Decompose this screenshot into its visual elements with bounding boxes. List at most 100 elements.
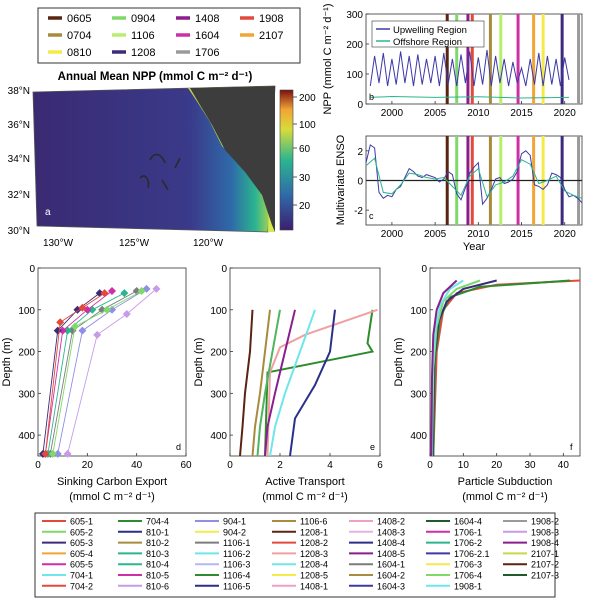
x-tick-label: 20 <box>82 460 94 471</box>
y-tick-label: 300 <box>18 389 35 400</box>
cruise-legend: 0605 0904 1408 1908 0704 1106 1604 2107 0810 1208… <box>37 7 301 64</box>
x-tick-label: 2005 <box>424 108 447 119</box>
cruise-legend-label: 1706 <box>195 47 219 59</box>
map-title: Annual Mean NPP (mmol C m⁻² d⁻¹) <box>58 71 253 83</box>
station-legend-label: 1604-1 <box>377 560 405 570</box>
map-colorbar <box>279 89 294 231</box>
x-tick-label: 30 <box>524 460 536 471</box>
x-axis-unit-label: (mmol C m⁻² d⁻¹) <box>462 491 548 503</box>
npp-series-line <box>370 95 570 99</box>
station-legend-label: 810-6 <box>146 581 169 591</box>
station-legend-label: 1908-2 <box>531 517 559 527</box>
station-legend-label: 1208-4 <box>300 560 328 570</box>
station-legend-label: 1106-5 <box>223 581 250 591</box>
map-panel-letter: a <box>45 207 51 218</box>
plot-area <box>229 267 381 457</box>
profile-line <box>269 309 316 457</box>
panel-letter: c <box>369 211 374 221</box>
profile-marker <box>78 326 87 335</box>
y-axis-label: Depth (m) <box>1 338 13 387</box>
station-legend-label: 2107-1 <box>531 549 559 559</box>
x-tick-label: 0 <box>427 460 433 471</box>
profile-marker <box>152 284 161 293</box>
x-axis-unit-label: (mmol C m⁻² d⁻¹) <box>69 491 155 503</box>
station-legend-label: 1604-4 <box>454 517 482 527</box>
station-legend-box <box>34 512 556 598</box>
map-lat-label: 34°N <box>8 154 30 165</box>
cruise-legend-label: 1604 <box>195 30 219 42</box>
station-legend-label: 1106-1 <box>223 538 250 548</box>
x-tick-label: 60 <box>180 460 192 471</box>
y-tick-label: 200 <box>18 348 35 359</box>
colorbar-tick-label: 100 <box>299 120 316 131</box>
panel-letter: b <box>369 92 374 102</box>
map-lon-labels: 130°W 125°W 120°W <box>43 238 224 249</box>
x-tick-label: 10 <box>458 460 470 471</box>
station-legend-label: 1408-4 <box>377 538 405 548</box>
y-tick-label: 0 <box>421 264 427 275</box>
station-legend-label: 1908-1 <box>454 581 482 591</box>
cruise-legend-label: 1208 <box>131 47 155 59</box>
map-colorbar-ticks: 200 100 60 30 20 <box>293 93 316 212</box>
x-tick-label: 0 <box>227 460 233 471</box>
y-tick-label: 300 <box>410 389 427 400</box>
profile-line <box>239 309 254 457</box>
station-legend-label: 810-1 <box>146 527 169 537</box>
station-legend-label: 1706-4 <box>454 571 482 581</box>
profile-line <box>266 308 378 457</box>
x-tick-label: 2020 <box>554 108 577 119</box>
profile-marker <box>78 303 87 312</box>
cruise-legend-box <box>37 7 301 64</box>
x-tick-label: 40 <box>558 460 570 471</box>
cruise-legend-label: 2107 <box>259 30 283 42</box>
profile-marker <box>48 449 57 458</box>
map-lon-label: 130°W <box>43 238 74 249</box>
panel-letter: d <box>176 442 181 452</box>
enso-series-line <box>365 157 583 199</box>
x-tick-label: 2010 <box>467 108 490 119</box>
npp-legend-box <box>371 20 485 48</box>
npp-legend-label: Upwelling Region <box>393 25 467 36</box>
station-legend-label: 810-5 <box>146 571 169 581</box>
x-axis-unit-label: (mmol C m⁻² d⁻¹) <box>262 491 348 503</box>
x-tick-label: 2000 <box>381 229 404 240</box>
station-legend-label: 1408-3 <box>377 527 405 537</box>
map-lat-labels: 38°N 36°N 34°N 32°N 30°N <box>8 86 30 237</box>
station-legend-label: 1208-2 <box>300 538 328 548</box>
map-lat-label: 30°N <box>8 226 30 237</box>
profile-marker <box>103 305 112 314</box>
station-legend-label: 1706-2.1 <box>454 549 490 559</box>
profile-marker <box>100 289 109 298</box>
station-legend-label: 605-1 <box>70 517 93 527</box>
station-legend-label: 1106-2 <box>223 549 250 559</box>
x-tick-label: 6 <box>377 460 383 471</box>
profile-line <box>289 309 336 457</box>
y-tick-label: 300 <box>210 389 227 400</box>
profile-line <box>430 279 458 457</box>
y-axis-label: NPP (mmol C m⁻² d⁻¹) <box>322 3 334 114</box>
profile-marker <box>63 449 72 458</box>
station-legend-label: 1706-3 <box>454 560 482 570</box>
station-legend-label: 2107-2 <box>531 560 559 570</box>
colorbar-tick-label: 200 <box>299 93 316 104</box>
enso-timeseries-panel: 2000 2005 2010 2015 2020 -2 0 2 c Multivariate EN… <box>335 134 583 253</box>
station-legend-label: 605-2 <box>70 527 93 537</box>
profile-line <box>44 292 105 454</box>
profile-line <box>42 292 100 454</box>
station-legend-label: 704-1 <box>70 571 93 581</box>
profile-marker <box>56 318 65 327</box>
station-legend-label: 1106-4 <box>223 571 250 581</box>
panel-letter: e <box>370 442 375 452</box>
y-tick-label: 0 <box>29 264 35 275</box>
y-tick-label: 200 <box>410 348 427 359</box>
x-axis-label: Sinking Carbon Export <box>57 476 167 488</box>
profile-line <box>52 290 142 454</box>
station-legend-label: 704-2 <box>70 581 93 591</box>
station-legend-label: 1106-6 <box>300 517 327 527</box>
y-tick-label: 200 <box>210 348 227 359</box>
y-tick-label: 2 <box>357 147 363 158</box>
x-axis-label: Year <box>463 241 486 253</box>
x-tick-label: 2010 <box>467 229 490 240</box>
station-legend-label: 904-2 <box>223 527 246 537</box>
